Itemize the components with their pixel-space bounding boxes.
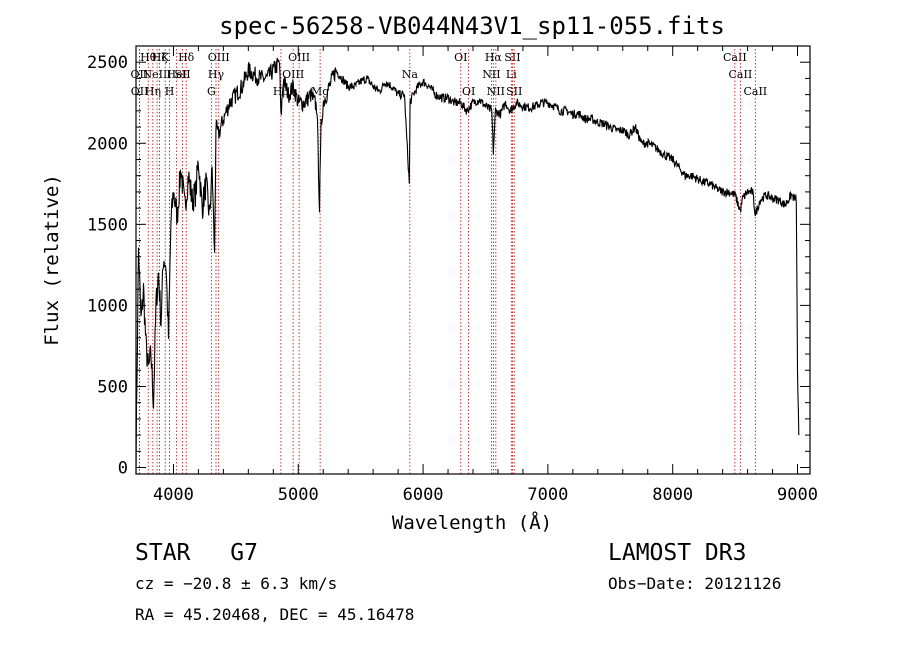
x-tick-label: 7000 [527, 485, 568, 505]
line-marker-label: NII [482, 68, 500, 81]
object-class: STAR [135, 540, 191, 566]
line-marker-label: Hβ [273, 85, 289, 98]
line-marker-label: G [207, 85, 216, 98]
y-tick-label: 0 [118, 459, 128, 479]
line-marker-label: Hζ [152, 51, 168, 64]
x-tick-label: 6000 [403, 485, 444, 505]
x-tick-label: 8000 [652, 485, 693, 505]
line-marker-label: Na [402, 68, 419, 81]
line-marker-label: OIII [208, 51, 230, 64]
observation-date: Obs−Date: 20121126 [608, 574, 782, 593]
emission-line-markers: OIIOIIHθHηNeIIIHζKHHeISIIHδGHγOIIIHβOIII… [131, 48, 767, 474]
spectral-subclass: G7 [230, 540, 258, 566]
x-tick-label: 5000 [278, 485, 319, 505]
chart-title: spec-56258-VB044N43V1_sp11-055.fits [219, 12, 725, 40]
line-marker-label: SII [506, 85, 522, 98]
line-marker-label: H [165, 85, 175, 98]
line-marker-label: CaII [723, 51, 747, 64]
spectrum-line [135, 57, 800, 475]
y-tick-label: 1500 [87, 215, 128, 235]
coordinates: RA = 45.20468, DEC = 45.16478 [135, 605, 415, 624]
line-marker-label: Hδ [178, 51, 195, 64]
x-axis-label: Wavelength (Å) [392, 511, 552, 534]
y-tick-label: 1000 [87, 296, 128, 316]
line-marker-label: NII [487, 85, 505, 98]
line-marker-label: K [161, 51, 170, 64]
line-marker-label: CaII [743, 85, 767, 98]
line-marker-label: OIII [288, 51, 310, 64]
axis-ticks: 4000 5000 6000 7000 8000 9000 0 500 1000 1500 2000… [87, 46, 818, 505]
line-marker-label: SII [174, 68, 190, 81]
line-marker-label: Hη [145, 85, 161, 98]
line-marker-label: Li [506, 68, 517, 81]
line-marker-label: OII [131, 85, 149, 98]
redshift-velocity: cz = −20.8 ± 6.3 km/s [135, 574, 338, 593]
line-marker-label: HeI [166, 68, 186, 81]
plot-frame [135, 45, 811, 475]
line-marker-label: NeIII [143, 68, 172, 81]
spectrum-series [135, 57, 800, 475]
line-marker-label: Mg [311, 85, 329, 98]
line-marker-label: OIII [282, 68, 304, 81]
y-tick-label: 500 [97, 377, 128, 397]
survey-name: LAMOST DR3 [608, 540, 747, 566]
y-axis-label: Flux (relative) [41, 174, 63, 346]
line-marker-label: Hα [485, 51, 503, 64]
y-tick-label: 2500 [87, 53, 128, 73]
x-tick-label: 9000 [777, 485, 818, 505]
line-marker-label: CaII [729, 68, 753, 81]
line-marker-label: SII [504, 51, 520, 64]
line-marker-label: OI [462, 85, 475, 98]
x-tick-label: 4000 [153, 485, 194, 505]
line-marker-label: Hγ [208, 68, 225, 81]
line-marker-label: OI [454, 51, 467, 64]
y-tick-label: 2000 [87, 134, 128, 154]
